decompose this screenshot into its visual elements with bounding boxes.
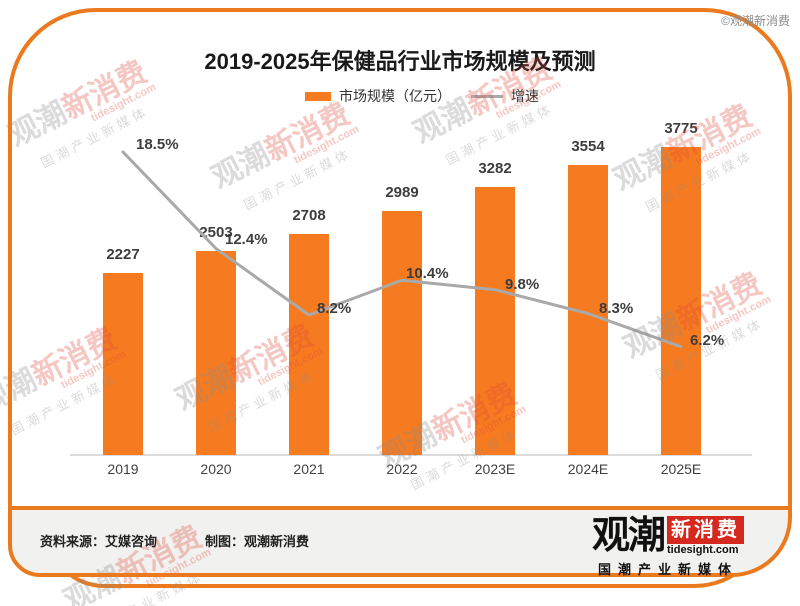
x-axis-label-2023E: 2023E [474, 461, 516, 477]
chart-title: 2019-2025年保健品行业市场规模及预测 [204, 49, 596, 74]
legend-line-label: 增速 [511, 88, 539, 104]
x-axis-line [70, 454, 752, 456]
growth-rate-label: 6.2% [690, 332, 725, 349]
footer-background [11, 510, 789, 574]
growth-rate-label: 8.2% [317, 300, 352, 317]
growth-rate-label: 9.8% [505, 276, 540, 293]
bar-value-label: 3775 [664, 119, 698, 137]
logo-red-part: 新消费 [667, 516, 744, 544]
growth-rate-label: 12.4% [225, 231, 268, 248]
bar-value-label: 2227 [106, 246, 140, 264]
growth-rate-label: 18.5% [136, 136, 179, 153]
bar-2023E [475, 186, 515, 455]
copyright-text: ©观潮新消费 [721, 14, 790, 28]
bar-value-label: 2989 [385, 183, 419, 201]
legend-line-swatch [471, 94, 503, 98]
logo-wordmark: 观潮 新消费 tidesight.com [592, 516, 744, 557]
bar-2025E [661, 146, 701, 455]
footer-divider-line [9, 506, 791, 510]
bar-value-label: 3554 [571, 137, 605, 155]
bar-value-label: 3282 [478, 159, 512, 177]
logo-black-part: 观潮 [591, 515, 666, 557]
growth-rate-label: 10.4% [406, 265, 449, 282]
chart-credit-text: 制图：观潮新消费 [205, 534, 310, 549]
bar-2020 [196, 250, 236, 455]
bar-value-label: 2708 [292, 206, 326, 224]
x-axis-label-2024E: 2024E [567, 461, 609, 477]
legend-bar-swatch [305, 91, 331, 101]
data-source-text: 资料来源：艾媒咨询 [40, 534, 158, 549]
x-axis-label-2021: 2021 [293, 461, 325, 477]
x-axis-label-2025E: 2025E [660, 461, 702, 477]
legend-bar-label: 市场规模（亿元） [339, 88, 451, 104]
chart-legend: 市场规模（亿元） 增速 [305, 88, 539, 104]
logo-right-block: 新消费 tidesight.com [667, 516, 744, 557]
logo-tagline: 国潮产业新媒体 [597, 562, 738, 577]
bar-2022 [382, 210, 422, 455]
x-axis-label-2022: 2022 [386, 461, 418, 477]
bar-2019 [103, 273, 143, 455]
x-axis-label-2020: 2020 [200, 461, 232, 477]
tidesight-logo: 观潮 新消费 tidesight.com 国潮产业新媒体 [592, 516, 744, 578]
decorative-bottom-arc [46, 452, 772, 588]
growth-rate-label: 8.3% [599, 300, 634, 317]
bar-2021 [289, 233, 329, 455]
logo-domain: tidesight.com [667, 544, 739, 556]
